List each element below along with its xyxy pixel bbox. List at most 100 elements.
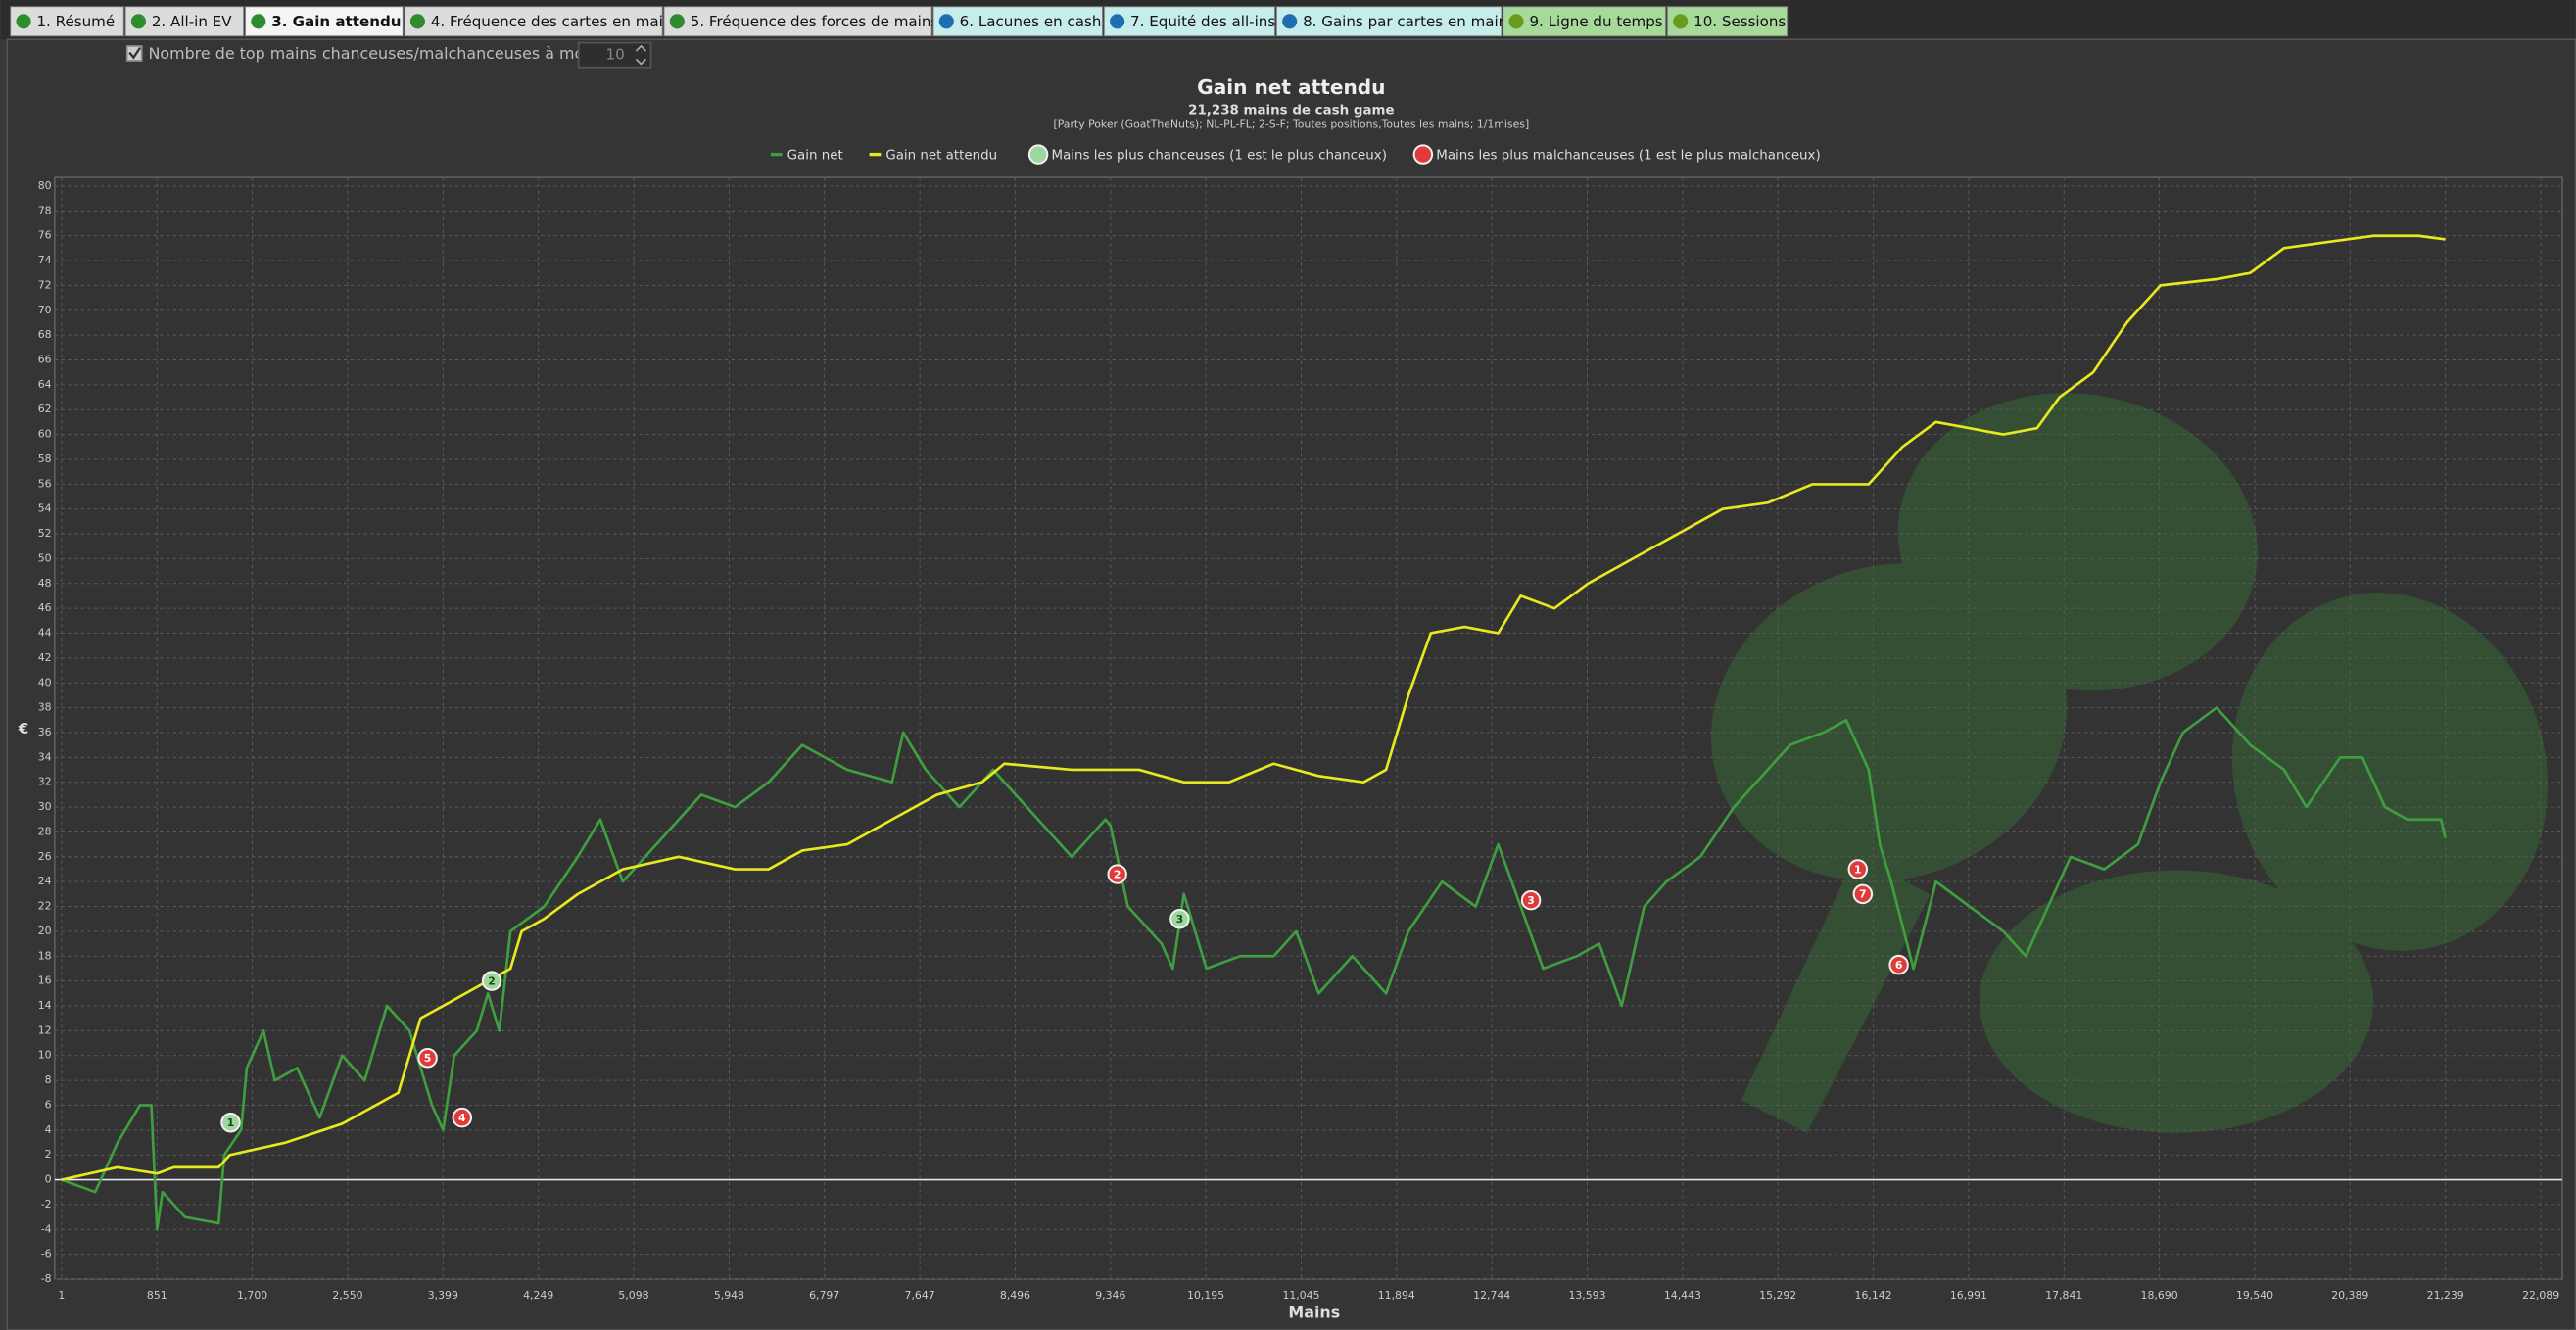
marker[interactable] (1847, 859, 1869, 879)
y-tick-label: 72 (38, 278, 52, 291)
marker[interactable] (481, 971, 502, 991)
check-mark (128, 46, 142, 60)
y-tick-label: 26 (38, 850, 52, 863)
tab[interactable] (1103, 6, 1276, 37)
x-tick-label: 5,948 (714, 1289, 744, 1302)
tab-icon (16, 14, 31, 29)
y-tick-label: 4 (45, 1123, 52, 1136)
y-tick-label: 28 (38, 825, 52, 837)
y-tick-label: 80 (38, 179, 52, 192)
marker-label: 4 (458, 1112, 466, 1124)
tab-label: 9. Ligne du temps (1529, 13, 1662, 30)
marker-label: 3 (1527, 894, 1535, 907)
x-tick-label: 11,045 (1282, 1289, 1319, 1302)
tab-icon (1110, 14, 1125, 29)
tab-icon (251, 14, 266, 29)
legend-swatch (1027, 144, 1049, 165)
chart: Gain net attendu 21,238 mains de cash ga… (18, 75, 2562, 1322)
x-tick-label: 10,195 (1187, 1289, 1224, 1302)
plot-area (54, 176, 2563, 1280)
spinner[interactable] (577, 41, 652, 69)
tab-label: 10. Sessions (1693, 13, 1786, 30)
x-tick-label: 3,399 (428, 1289, 458, 1302)
y-tick-label: 36 (38, 726, 52, 738)
y-tick-label: 0 (45, 1173, 52, 1186)
tab-label: 7. Equité des all-ins (1130, 13, 1275, 30)
y-tick-label: 44 (38, 627, 52, 640)
tab-label: 2. All-in EV (152, 13, 232, 30)
legend-label: Mains les plus malchanceuses (1 est le p… (1436, 148, 1820, 163)
y-axis-label: € (18, 720, 29, 737)
spinner-arrows[interactable] (635, 44, 647, 66)
y-tick-label: 22 (38, 900, 52, 913)
legend-label: Gain net attendu (885, 148, 997, 163)
y-tick-label: 66 (38, 354, 52, 366)
marker[interactable] (1888, 954, 1909, 975)
control-label: Nombre de top mains chanceuses/malchance… (148, 44, 627, 63)
chart-subtitle: 21,238 mains de cash game (1188, 103, 1394, 118)
marker-label: 3 (1176, 913, 1184, 926)
x-tick-label: 9,346 (1095, 1289, 1125, 1302)
x-tick-label: 13,593 (1568, 1289, 1605, 1302)
y-tick-label: 74 (38, 254, 52, 266)
marker[interactable] (220, 1112, 241, 1133)
tab[interactable] (1275, 6, 1503, 37)
marker[interactable] (1169, 909, 1190, 929)
x-tick-label: 14,443 (1664, 1289, 1701, 1302)
x-tick-label: 7,647 (905, 1289, 935, 1302)
series-line (61, 706, 2447, 1231)
y-tick-label: 24 (38, 875, 52, 887)
x-tick-label: 15,292 (1759, 1289, 1796, 1302)
y-tick-label: 2 (45, 1148, 52, 1161)
y-tick-label: -4 (41, 1222, 52, 1235)
marker[interactable] (1520, 889, 1542, 911)
y-tick-label: 14 (38, 999, 52, 1012)
chart-title: Gain net attendu (1197, 75, 1385, 99)
y-tick-label: 54 (38, 502, 52, 515)
x-tick-label: 22,089 (2522, 1289, 2559, 1302)
marker[interactable] (1852, 883, 1874, 905)
tab-icon (938, 14, 954, 29)
marker-label: 1 (1854, 863, 1862, 876)
tab[interactable] (404, 6, 663, 37)
y-tick-label: -8 (41, 1272, 52, 1285)
y-tick-label: 52 (38, 527, 52, 540)
y-tick-label: 30 (38, 800, 52, 813)
y-tick-label: 70 (38, 304, 52, 316)
marker[interactable] (417, 1048, 438, 1069)
clover-watermark (1710, 393, 2549, 1133)
tab-icon (409, 14, 425, 29)
y-tick-label: 76 (38, 229, 52, 242)
y-tick-label: 40 (38, 676, 52, 689)
tab[interactable] (663, 6, 932, 37)
x-tick-label: 17,841 (2045, 1289, 2082, 1302)
tabs: 1. Résumé 2. All-in EV 3. Gain attendu 4. F… (10, 6, 1789, 37)
legend-label: Mains les plus chanceuses (1 est le plus… (1052, 148, 1387, 163)
x-axis-label: Mains (1288, 1304, 1340, 1322)
tab[interactable] (124, 6, 245, 37)
x-tick-label: 851 (147, 1289, 167, 1302)
spinner-value: 10 (605, 46, 624, 64)
x-tick-label: 19,540 (2236, 1289, 2273, 1302)
y-tick-label: 58 (38, 452, 52, 465)
chart-filter: [Party Poker (GoatTheNuts); NL-PL-FL; 2-… (1053, 118, 1529, 130)
y-tick-label: -2 (41, 1198, 52, 1211)
marker-label: 6 (1895, 959, 1903, 972)
y-tick-label: 68 (38, 328, 52, 341)
y-tick-label: 8 (45, 1073, 52, 1086)
tab[interactable] (1503, 6, 1667, 37)
x-tick-label: 8,496 (1000, 1289, 1030, 1302)
tab[interactable] (244, 6, 404, 37)
x-tick-label: 1 (58, 1289, 65, 1302)
legend-label: Gain net (787, 148, 843, 163)
tab-label: 4. Fréquence des cartes en main (431, 13, 673, 30)
marker[interactable] (452, 1107, 473, 1128)
y-tick-label: 78 (38, 204, 52, 216)
tab-icon (669, 14, 685, 29)
tab-label: 5. Fréquence des forces de mains (691, 13, 939, 30)
tab[interactable] (932, 6, 1104, 37)
y-tick-label: 46 (38, 601, 52, 614)
marker[interactable] (1107, 864, 1127, 884)
x-tick-label: 21,239 (2427, 1289, 2464, 1302)
x-tick-label: 20,389 (2331, 1289, 2368, 1302)
